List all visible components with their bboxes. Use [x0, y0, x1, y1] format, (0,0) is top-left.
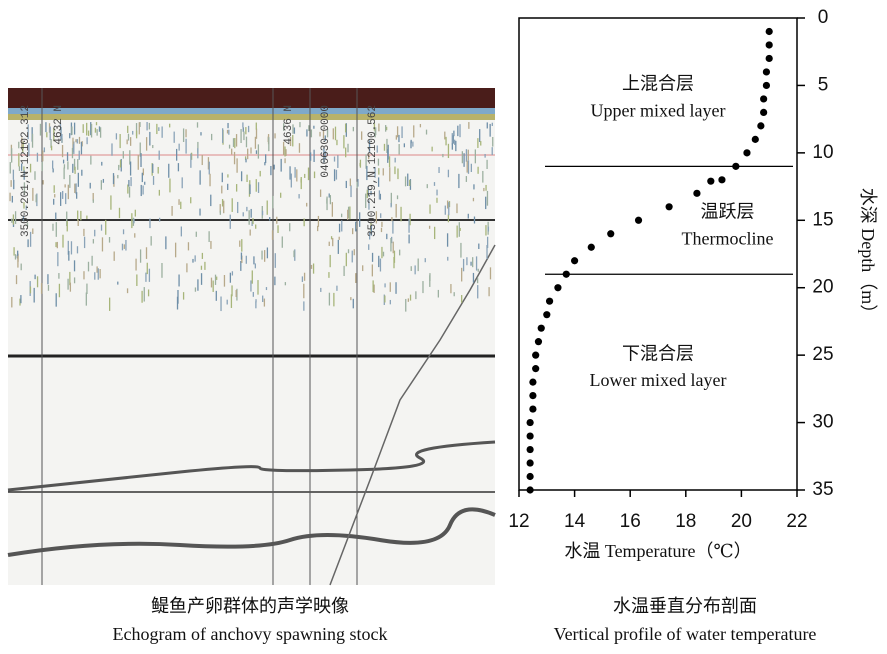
data-point	[527, 473, 534, 480]
caption: Vertical profile of water temperature	[554, 624, 817, 644]
data-point	[760, 109, 767, 116]
echogram-bottom-band	[8, 88, 495, 110]
annotation: 温跃层	[701, 202, 755, 222]
y-tick-label: 5	[818, 74, 829, 95]
data-point	[707, 178, 714, 185]
figure: 3500.201,N.12102.312 4632 N 4636 N 040630 0…	[0, 0, 887, 654]
echogram-background	[8, 88, 495, 585]
data-point	[527, 486, 534, 493]
x-tick-label: 14	[564, 511, 586, 532]
data-point	[529, 379, 536, 386]
data-point	[752, 136, 759, 143]
x-tick-label: 12	[508, 511, 529, 532]
y-tick-label: 35	[812, 479, 833, 500]
x-tick-label: 16	[620, 511, 641, 532]
data-point	[766, 41, 773, 48]
y-tick-label: 25	[812, 344, 833, 365]
echogram-label: 4632 N	[53, 105, 65, 145]
caption: 鳀鱼产卵群体的声学映像	[151, 596, 349, 616]
annotation: 下混合层	[622, 343, 694, 363]
echogram-band	[8, 114, 495, 120]
y-tick-label: 30	[812, 412, 833, 433]
data-point	[766, 55, 773, 62]
echogram-label: 040630 0000	[320, 105, 332, 178]
annotation: Upper mixed layer	[591, 101, 726, 121]
x-tick-label: 18	[675, 511, 696, 532]
x-tick-label: 22	[786, 511, 807, 532]
caption: 水温垂直分布剖面	[613, 596, 757, 616]
data-point	[766, 28, 773, 35]
data-point	[538, 325, 545, 332]
data-point	[693, 190, 700, 197]
annotation: Lower mixed layer	[590, 370, 727, 390]
data-point	[532, 365, 539, 372]
data-point	[527, 459, 534, 466]
data-point	[763, 68, 770, 75]
data-point	[635, 217, 642, 224]
data-point	[607, 230, 614, 237]
data-point	[527, 419, 534, 426]
annotation: Thermocline	[682, 229, 774, 249]
data-point	[732, 163, 739, 170]
echogram: 3500.201,N.12102.312 4632 N 4636 N 040630 0…	[8, 88, 495, 585]
y-axis-label: 水深 Depth（m）	[858, 188, 878, 323]
data-point	[529, 405, 536, 412]
x-axis-label: 水温 Temperature（℃）	[564, 541, 751, 561]
data-point	[535, 338, 542, 345]
echogram-label: 4636 N	[283, 105, 295, 145]
data-point	[757, 122, 764, 129]
echogram-label: 3500.201,N.12102.312	[20, 105, 32, 237]
data-point	[571, 257, 578, 264]
y-tick-label: 10	[812, 142, 833, 163]
data-point	[527, 432, 534, 439]
data-point	[563, 271, 570, 278]
y-tick-label: 0	[818, 7, 829, 28]
annotation: 上混合层	[622, 74, 694, 94]
data-point	[718, 176, 725, 183]
data-point	[532, 352, 539, 359]
echogram-band	[8, 108, 495, 114]
data-point	[529, 392, 536, 399]
echogram-label: 3500.219,N.12100.562	[367, 105, 379, 237]
data-point	[527, 446, 534, 453]
y-tick-label: 20	[812, 277, 833, 298]
data-point	[554, 284, 561, 291]
data-point	[588, 244, 595, 251]
data-point	[743, 149, 750, 156]
data-point	[763, 82, 770, 89]
data-point	[546, 298, 553, 305]
y-tick-label: 15	[812, 209, 833, 230]
x-tick-label: 20	[731, 511, 752, 532]
caption: Echogram of anchovy spawning stock	[113, 624, 388, 644]
data-point	[666, 203, 673, 210]
data-point	[543, 311, 550, 318]
data-point	[760, 95, 767, 102]
